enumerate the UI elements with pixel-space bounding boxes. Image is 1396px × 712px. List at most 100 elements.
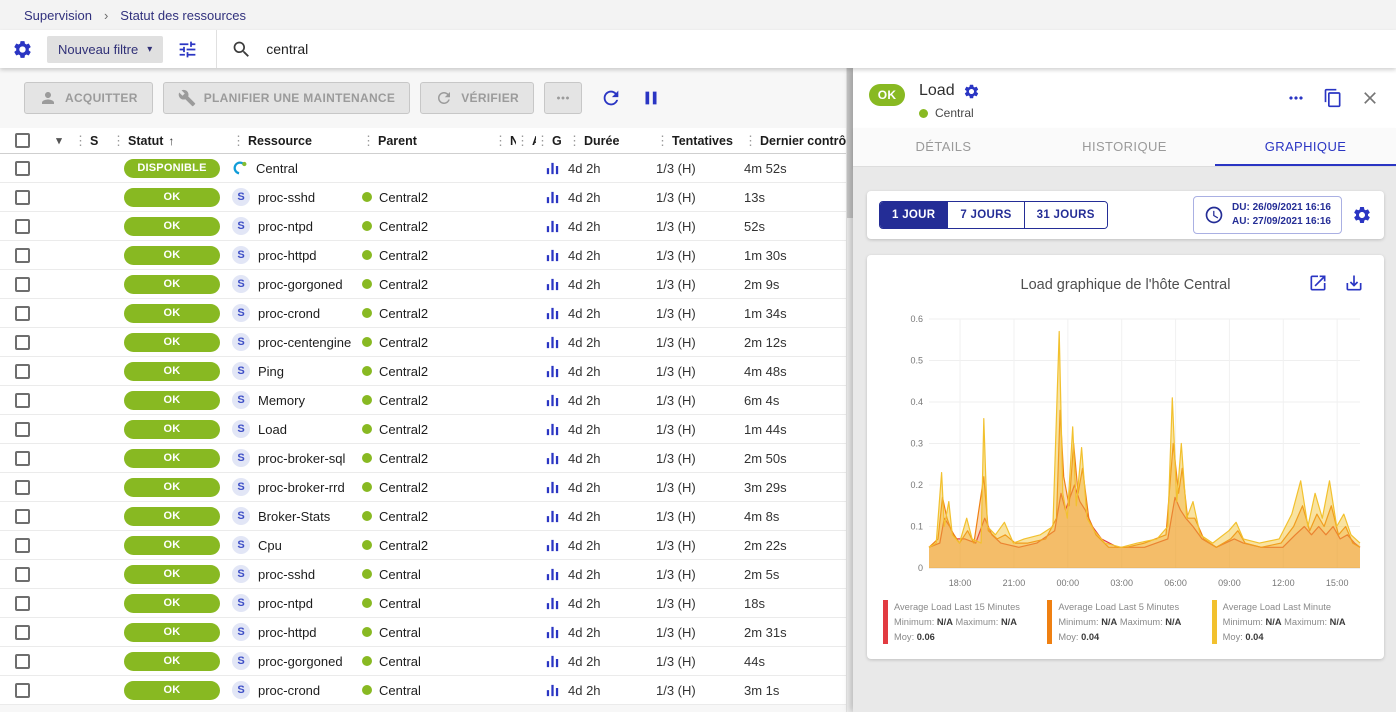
row-checkbox[interactable] — [14, 305, 30, 321]
table-row[interactable]: OK S proc-broker-rrd Central2 4d 2h 1/3 … — [0, 473, 853, 502]
graph-icon[interactable] — [544, 247, 561, 264]
row-checkbox[interactable] — [14, 247, 30, 263]
tune-filter-icon[interactable] — [177, 39, 198, 60]
time-button-7-days[interactable]: 7 JOURS — [948, 202, 1025, 228]
table-row[interactable]: OK S proc-ntpd Central 4d 2h 1/3 (H) 18s — [0, 589, 853, 618]
column-header-duration[interactable]: ⋮ Durée — [568, 133, 656, 149]
row-checkbox[interactable] — [14, 189, 30, 205]
graph-icon[interactable] — [544, 450, 561, 467]
row-checkbox[interactable] — [14, 218, 30, 234]
graph-icon[interactable] — [544, 595, 561, 612]
scrollbar-thumb[interactable] — [847, 68, 853, 218]
row-checkbox[interactable] — [14, 479, 30, 495]
column-header-tries[interactable]: ⋮ Tentatives — [656, 133, 744, 149]
table-row[interactable]: DISPONIBLE Central 4d 2h 1/3 (H) 4m 52s — [0, 154, 853, 183]
breadcrumb-item-resource-status[interactable]: Statut des ressources — [120, 7, 247, 23]
row-checkbox[interactable] — [14, 508, 30, 524]
column-handle-icon[interactable]: ⋮ — [494, 132, 507, 148]
tab-graph[interactable]: GRAPHIQUE — [1215, 128, 1396, 166]
row-checkbox[interactable] — [14, 160, 30, 176]
tab-details[interactable]: DÉTAILS — [915, 138, 972, 154]
table-row[interactable]: OK S Broker-Stats Central2 4d 2h 1/3 (H)… — [0, 502, 853, 531]
column-handle-icon[interactable]: ⋮ — [536, 132, 549, 148]
graph-icon[interactable] — [544, 421, 561, 438]
table-row[interactable]: OK S proc-ntpd Central2 4d 2h 1/3 (H) 52… — [0, 212, 853, 241]
tab-history[interactable]: HISTORIQUE — [1082, 138, 1167, 154]
graph-icon[interactable] — [544, 624, 561, 641]
row-checkbox[interactable] — [14, 450, 30, 466]
close-icon[interactable] — [1360, 88, 1380, 108]
table-row[interactable]: OK S Memory Central2 4d 2h 1/3 (H) 6m 4s — [0, 386, 853, 415]
row-checkbox[interactable] — [14, 595, 30, 611]
row-checkbox[interactable] — [14, 653, 30, 669]
graph-icon[interactable] — [544, 189, 561, 206]
filters-gear-icon[interactable] — [12, 39, 33, 60]
check-button[interactable]: VÉRIFIER — [420, 82, 534, 114]
column-header-resource[interactable]: ⋮ Ressource — [232, 133, 362, 149]
date-range-picker[interactable]: DU: 26/09/2021 16:16 AU: 27/09/2021 16:1… — [1193, 196, 1342, 234]
column-handle-icon[interactable]: ⋮ — [744, 132, 757, 148]
column-handle-icon[interactable]: ⋮ — [656, 132, 669, 148]
graph-icon[interactable] — [544, 653, 561, 670]
column-handle-icon[interactable]: ⋮ — [232, 132, 245, 148]
plan-maintenance-button[interactable]: PLANIFIER UNE MAINTENANCE — [162, 82, 411, 114]
table-row[interactable]: OK S proc-httpd Central 4d 2h 1/3 (H) 2m… — [0, 618, 853, 647]
graph-icon[interactable] — [544, 276, 561, 293]
table-row[interactable]: OK S proc-crond Central2 4d 2h 1/3 (H) 1… — [0, 299, 853, 328]
row-checkbox[interactable] — [14, 682, 30, 698]
graph-icon[interactable] — [544, 682, 561, 699]
graph-icon[interactable] — [544, 508, 561, 525]
column-header-parent[interactable]: ⋮ Parent — [362, 133, 494, 149]
column-handle-icon[interactable]: ⋮ — [112, 132, 125, 148]
acknowledge-button[interactable]: ACQUITTER — [24, 82, 153, 114]
table-row[interactable]: OK S proc-httpd Central2 4d 2h 1/3 (H) 1… — [0, 241, 853, 270]
table-row[interactable]: OK S proc-gorgoned Central2 4d 2h 1/3 (H… — [0, 270, 853, 299]
refresh-list-button[interactable] — [600, 87, 622, 109]
search-input[interactable] — [266, 41, 687, 57]
table-row[interactable]: OK S Ping Central2 4d 2h 1/3 (H) 4m 48s — [0, 357, 853, 386]
select-all-checkbox[interactable] — [14, 133, 30, 148]
graph-settings-gear-icon[interactable] — [1352, 205, 1372, 225]
copy-link-icon[interactable] — [1323, 88, 1343, 108]
graph-icon[interactable] — [544, 479, 561, 496]
filter-dropdown-button[interactable]: Nouveau filtre ▾ — [47, 35, 164, 63]
table-row[interactable]: OK S proc-gorgoned Central 4d 2h 1/3 (H)… — [0, 647, 853, 676]
table-row[interactable]: OK S proc-sshd Central 4d 2h 1/3 (H) 2m … — [0, 560, 853, 589]
table-row[interactable]: OK S proc-broker-sql Central2 4d 2h 1/3 … — [0, 444, 853, 473]
chevron-down-icon[interactable]: ▾ — [56, 135, 62, 147]
table-row[interactable]: OK S Cpu Central2 4d 2h 1/3 (H) 2m 22s — [0, 531, 853, 560]
table-scrollbar[interactable] — [846, 68, 853, 712]
column-header-last-check[interactable]: ⋮ Dernier contrôle — [744, 133, 853, 149]
graph-icon[interactable] — [544, 160, 561, 177]
row-checkbox[interactable] — [14, 566, 30, 582]
resource-settings-gear-icon[interactable] — [963, 83, 980, 100]
time-button-1-day[interactable]: 1 JOUR — [880, 202, 949, 228]
graph-icon[interactable] — [544, 537, 561, 554]
row-checkbox[interactable] — [14, 276, 30, 292]
more-actions-button[interactable] — [543, 82, 582, 114]
column-handle-icon[interactable]: ⋮ — [74, 132, 87, 148]
row-checkbox[interactable] — [14, 392, 30, 408]
graph-icon[interactable] — [544, 363, 561, 380]
column-handle-icon[interactable]: ⋮ — [516, 132, 529, 148]
column-handle-icon[interactable]: ⋮ — [568, 132, 581, 148]
graph-icon[interactable] — [544, 392, 561, 409]
row-checkbox[interactable] — [14, 334, 30, 350]
row-checkbox[interactable] — [14, 624, 30, 640]
graph-icon[interactable] — [544, 305, 561, 322]
row-checkbox[interactable] — [14, 421, 30, 437]
time-button-31-days[interactable]: 31 JOURS — [1024, 202, 1107, 228]
graph-icon[interactable] — [544, 566, 561, 583]
table-row[interactable]: OK S proc-sshd Central2 4d 2h 1/3 (H) 13… — [0, 183, 853, 212]
table-row[interactable]: OK S Load Central2 4d 2h 1/3 (H) 1m 44s — [0, 415, 853, 444]
graph-icon[interactable] — [544, 334, 561, 351]
column-header-graph[interactable]: ⋮ G — [536, 133, 568, 149]
column-header-notes[interactable]: ⋮ N — [494, 133, 516, 149]
column-header-severity[interactable]: ⋮ S — [74, 133, 112, 149]
table-row[interactable]: OK S proc-centengine Central2 4d 2h 1/3 … — [0, 328, 853, 357]
row-checkbox[interactable] — [14, 363, 30, 379]
download-icon[interactable] — [1344, 273, 1364, 293]
panel-more-actions-icon[interactable] — [1286, 88, 1306, 108]
open-in-new-icon[interactable] — [1308, 273, 1328, 293]
row-checkbox[interactable] — [14, 537, 30, 553]
